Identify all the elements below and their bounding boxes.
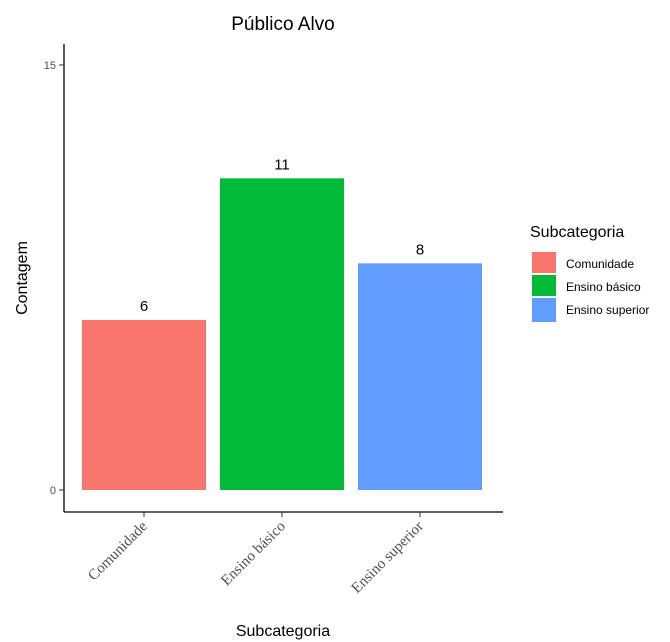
legend-title: Subcategoria — [530, 224, 624, 241]
data-labels-group: 6 11 8 — [140, 156, 424, 315]
legend-swatch-comunidade — [532, 252, 556, 276]
legend: Subcategoria Comunidade Ensino básico Ensi… — [530, 224, 649, 324]
bars-group — [82, 178, 482, 491]
bar-ensino-superior — [358, 263, 482, 490]
legend-label-comunidade: Comunidade — [566, 257, 634, 271]
y-ticks-group: 0 15 — [44, 60, 64, 497]
bar-ensino-basico — [220, 178, 344, 491]
bar-comunidade — [82, 320, 206, 490]
legend-label-ensino-basico: Ensino básico — [566, 280, 641, 294]
x-tick-label-comunidade: Comunidade — [85, 518, 151, 584]
legend-swatch-ensino-superior — [532, 298, 556, 322]
legend-label-ensino-superior: Ensino superior — [566, 303, 649, 317]
data-label-ensino-superior: 8 — [416, 241, 424, 258]
data-label-comunidade: 6 — [140, 298, 148, 315]
x-tick-label-ensino-basico: Ensino básico — [218, 519, 289, 590]
x-ticks-group: Comunidade Ensino básico Ensino superior — [85, 512, 427, 597]
x-tick-label-ensino-superior: Ensino superior — [349, 519, 427, 597]
y-axis-title: Contagem — [14, 241, 31, 315]
x-axis-title: Subcategoria — [236, 623, 330, 640]
legend-swatch-ensino-basico — [532, 275, 556, 299]
y-tick-label: 0 — [50, 485, 56, 497]
y-tick-label: 15 — [44, 60, 56, 72]
chart-title: Público Alvo — [231, 14, 335, 35]
data-label-ensino-basico: 11 — [274, 156, 290, 173]
